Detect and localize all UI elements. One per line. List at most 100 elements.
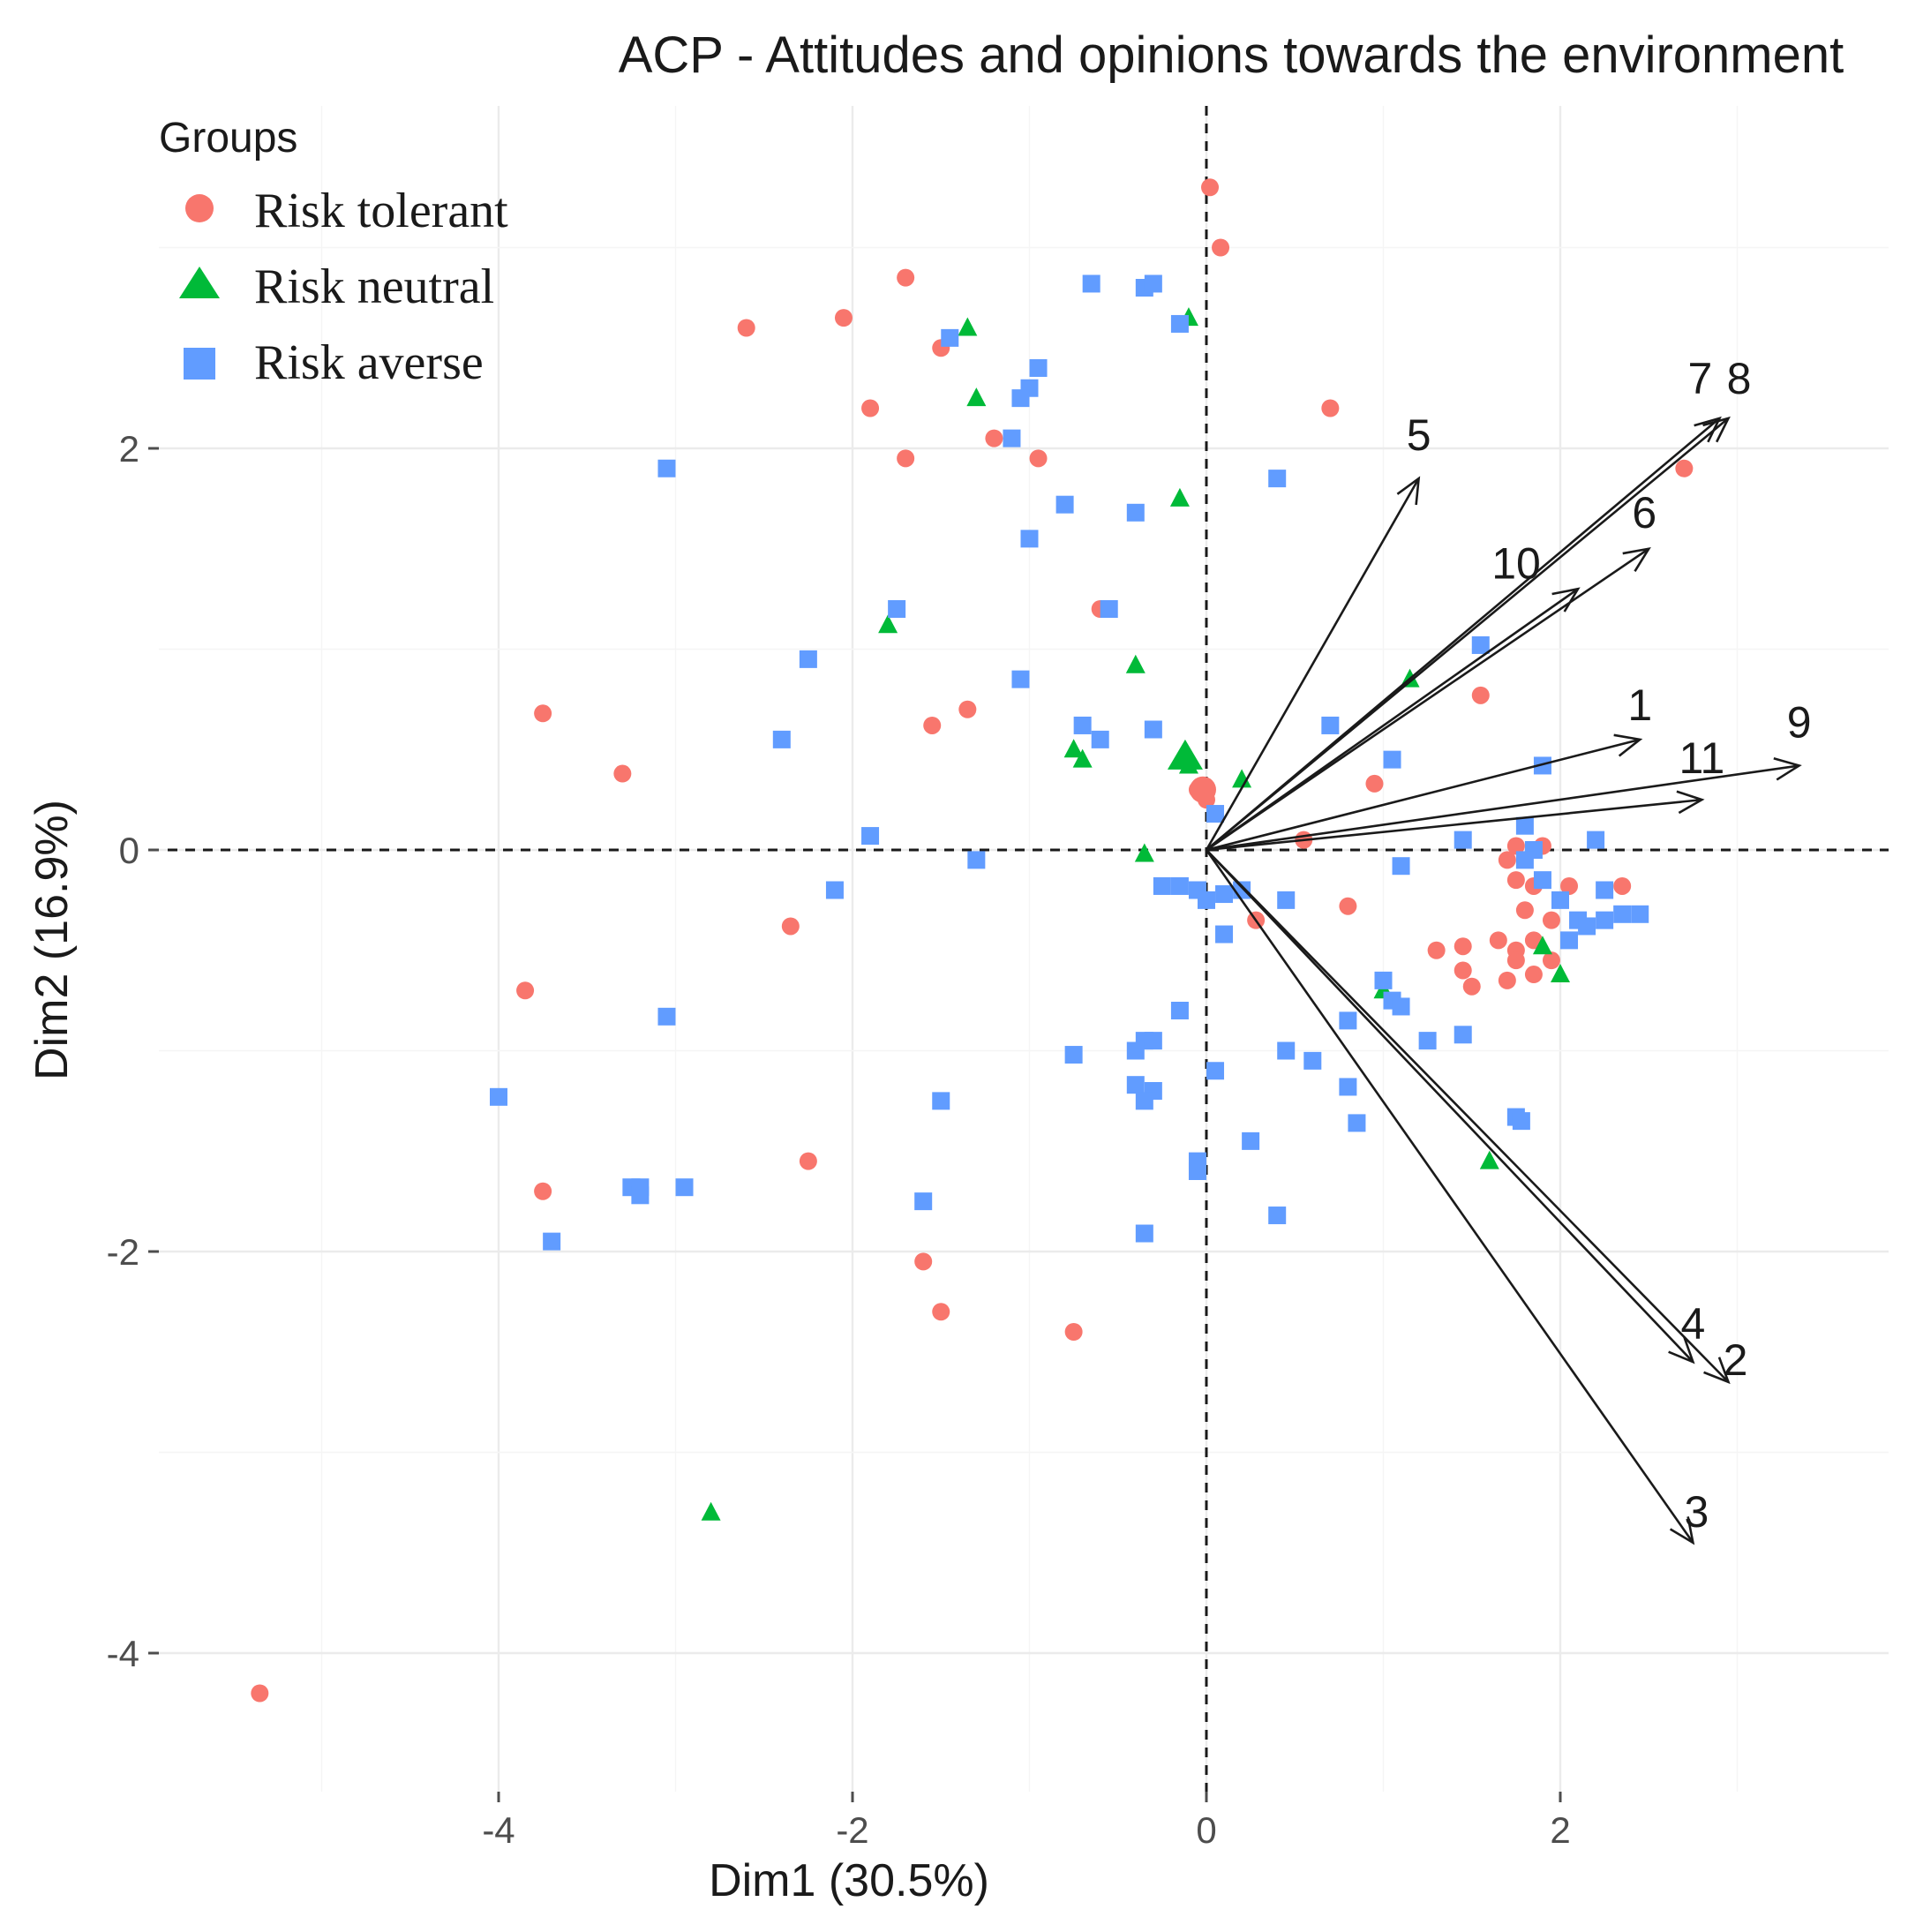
point-risk-averse (932, 1092, 950, 1110)
variable-arrow-head (1773, 756, 1802, 781)
legend-label-risk-tolerant: Risk tolerant (254, 184, 508, 238)
point-risk-averse (1560, 931, 1579, 950)
point-risk-tolerant (1515, 901, 1534, 920)
point-risk-averse (1135, 1092, 1153, 1110)
zero-lines (168, 106, 1889, 1792)
point-risk-tolerant (1506, 871, 1525, 890)
point-risk-neutral (1479, 1150, 1499, 1169)
point-risk-tolerant (534, 1182, 552, 1200)
variable-arrow-head (1622, 546, 1651, 572)
legend-title: Groups (159, 115, 297, 162)
point-risk-averse (1339, 1078, 1357, 1096)
point-risk-averse (1515, 816, 1534, 835)
variable-vector-11: 11 (1206, 733, 1724, 852)
point-risk-tolerant (613, 764, 632, 783)
variable-arrow-head (1703, 1357, 1731, 1385)
point-risk-averse (1512, 1112, 1530, 1131)
point-risk-tolerant (1365, 774, 1384, 793)
point-risk-tolerant (799, 1152, 817, 1170)
point-risk-averse (1011, 389, 1030, 408)
point-risk-tolerant (1613, 876, 1632, 895)
variable-arrow-line (1206, 849, 1730, 1383)
variable-arrow-line (1206, 738, 1641, 852)
y-tick-label: -2 (107, 1231, 139, 1273)
point-risk-averse (1374, 971, 1393, 989)
point-risk-tolerant (985, 429, 1003, 447)
variable-vector-1: 1 (1206, 680, 1652, 852)
legend-marker-risk-tolerant (185, 194, 214, 222)
point-risk-tolerant (1212, 238, 1230, 257)
variable-vector-9: 9 (1206, 697, 1812, 852)
variable-label: 6 (1632, 488, 1656, 538)
legend-label-risk-neutral: Risk neutral (254, 259, 494, 314)
x-tick-label: 0 (1196, 1809, 1216, 1851)
point-risk-averse (1613, 905, 1632, 923)
point-risk-tolerant (1471, 686, 1490, 704)
point-risk-averse (1215, 885, 1234, 904)
point-risk-tolerant (1506, 837, 1525, 855)
point-risk-tolerant (897, 449, 915, 468)
point-risk-averse (1454, 1026, 1472, 1044)
point-risk-averse (1073, 716, 1092, 734)
variable-arrow-line (1206, 547, 1649, 852)
point-risk-averse (1215, 925, 1234, 943)
legend-label-risk-averse: Risk averse (254, 335, 484, 390)
point-risk-averse (861, 827, 880, 846)
variable-arrow-head (1702, 416, 1731, 443)
variable-label: 2 (1724, 1335, 1748, 1385)
point-risk-tolerant (958, 700, 977, 718)
point-risk-tolerant (1675, 459, 1694, 477)
point-risk-tolerant (1542, 911, 1560, 929)
point-risk-tolerant (1201, 178, 1220, 197)
point-risk-averse (1392, 997, 1410, 1016)
point-risk-averse (1471, 635, 1490, 654)
point-risk-neutral (1232, 769, 1252, 788)
variable-arrow-line (1205, 849, 1694, 1544)
variable-vector-8: 8 (1206, 354, 1752, 852)
point-risk-neutral (958, 317, 978, 336)
point-risk-neutral (701, 1501, 721, 1521)
point-risk-averse (1029, 359, 1048, 377)
point-risk-neutral (1063, 739, 1084, 758)
variable-vector-6: 6 (1206, 488, 1656, 852)
point-risk-averse (914, 1192, 933, 1211)
point-risk-averse (1126, 1076, 1145, 1094)
point-risk-tolerant (1498, 971, 1516, 989)
point-risk-neutral (1551, 964, 1570, 983)
chart-title: ACP - Attitudes and opinions towards the… (619, 26, 1844, 84)
x-tick-label: -2 (836, 1809, 868, 1851)
point-risk-averse (1418, 1032, 1437, 1050)
point-risk-averse (1515, 851, 1534, 869)
point-risk-averse (1170, 876, 1189, 895)
point-risk-tolerant (1524, 966, 1543, 984)
variable-vector-2: 2 (1206, 849, 1748, 1385)
variable-label: 7 (1688, 354, 1713, 403)
point-risk-averse (1533, 871, 1551, 890)
variable-arrow-line (1206, 764, 1799, 852)
point-risk-tolerant (923, 716, 942, 734)
centroid-risk-tolerant (1189, 776, 1216, 803)
point-risk-averse (1277, 1041, 1296, 1060)
point-risk-averse (1321, 716, 1340, 734)
point-risk-averse (1126, 503, 1145, 522)
variable-label: 8 (1727, 354, 1752, 403)
variable-arrow-head (1676, 790, 1705, 815)
point-risk-averse (888, 600, 906, 618)
variable-label: 9 (1787, 697, 1812, 747)
point-risk-averse (1020, 530, 1039, 548)
point-risk-averse (1303, 1051, 1322, 1070)
variable-arrow-line (1206, 588, 1579, 852)
point-risk-neutral (878, 614, 898, 634)
point-risk-averse (1631, 905, 1649, 923)
point-risk-neutral (1125, 654, 1146, 673)
point-risk-averse (1170, 1002, 1189, 1019)
point-risk-tolerant (1454, 937, 1472, 956)
point-risk-tolerant (861, 399, 880, 417)
point-risk-averse (1596, 911, 1614, 929)
point-risk-neutral (1134, 843, 1154, 862)
point-risk-averse (1091, 730, 1109, 748)
variable-vectors: 1 2 3 4 5 6 7 8 9 10 11 (1205, 354, 1812, 1545)
point-risk-averse (1144, 720, 1162, 739)
variable-arrow-line (1206, 798, 1702, 852)
